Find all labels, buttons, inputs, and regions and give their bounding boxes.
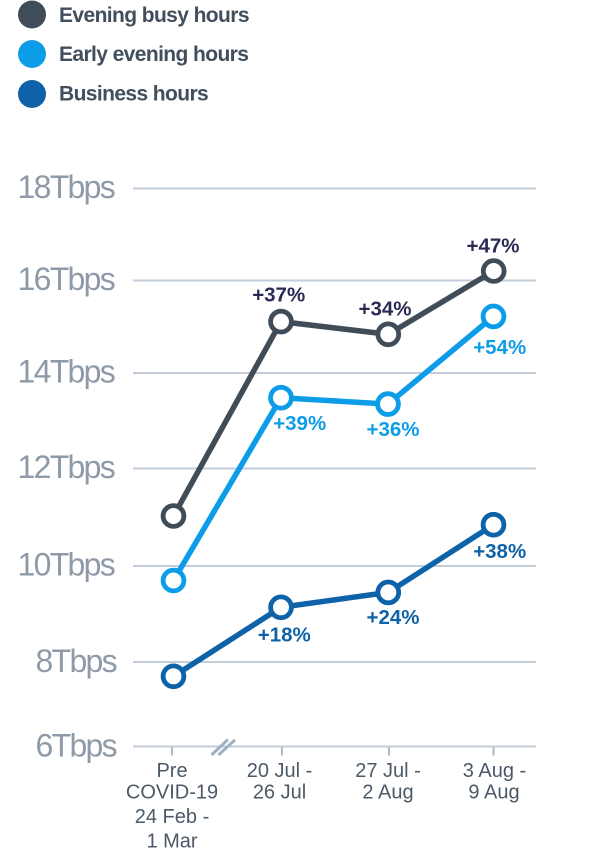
svg-text:COVID-19: COVID-19 <box>126 782 218 804</box>
svg-text:+18%: +18% <box>258 624 311 647</box>
svg-text:+38%: +38% <box>473 540 526 563</box>
svg-text:+39%: +39% <box>273 412 326 435</box>
svg-text:+24%: +24% <box>366 606 419 629</box>
svg-text:26 Jul: 26 Jul <box>253 782 306 804</box>
svg-text:Business hours: Business hours <box>59 83 208 106</box>
svg-text:16Tbps: 16Tbps <box>18 261 115 297</box>
svg-text:Early evening hours: Early evening hours <box>59 43 248 66</box>
svg-text:Pre: Pre <box>156 760 187 782</box>
svg-text:20 Jul -: 20 Jul - <box>247 760 313 782</box>
svg-text:14Tbps: 14Tbps <box>18 354 115 390</box>
svg-text:8Tbps: 8Tbps <box>36 643 117 679</box>
svg-text:Evening busy hours: Evening busy hours <box>59 4 249 27</box>
svg-text:12Tbps: 12Tbps <box>18 449 115 485</box>
svg-text:2 Aug: 2 Aug <box>362 782 413 804</box>
svg-text:1 Mar: 1 Mar <box>146 831 197 850</box>
svg-text:+54%: +54% <box>473 336 526 359</box>
svg-text:+34%: +34% <box>358 297 411 320</box>
svg-text:+47%: +47% <box>466 235 519 258</box>
svg-text:3 Aug -: 3 Aug - <box>463 760 526 782</box>
svg-text:9 Aug: 9 Aug <box>468 782 519 804</box>
svg-text:+37%: +37% <box>252 284 305 307</box>
svg-text:+36%: +36% <box>366 418 419 441</box>
svg-text:6Tbps: 6Tbps <box>36 728 117 764</box>
svg-text:18Tbps: 18Tbps <box>18 169 115 205</box>
svg-text:27 Jul -: 27 Jul - <box>355 760 421 782</box>
svg-text:10Tbps: 10Tbps <box>18 547 115 583</box>
svg-text:24 Feb -: 24 Feb - <box>135 806 209 828</box>
